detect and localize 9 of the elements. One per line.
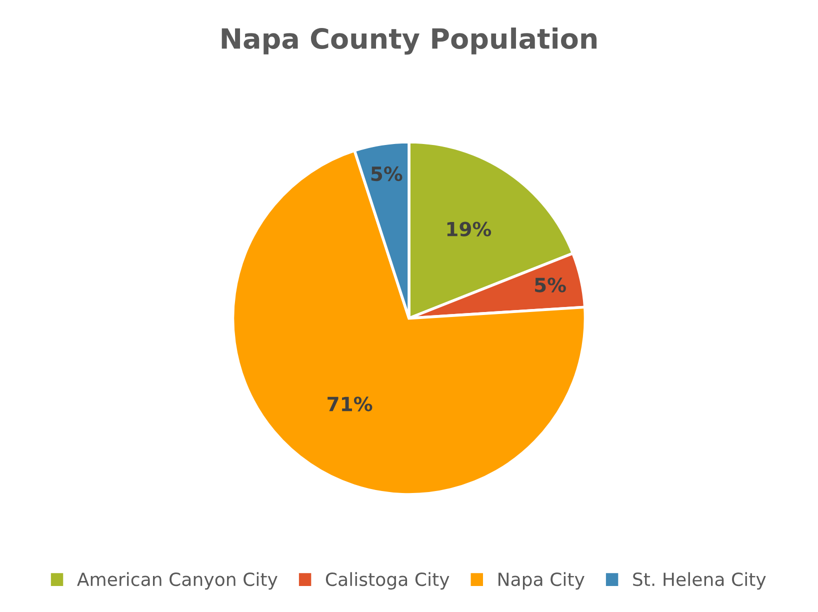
legend-label: American Canyon City (77, 572, 278, 590)
legend-label: Napa City (498, 572, 584, 590)
data-label: 5% (371, 166, 402, 182)
chart-title: Napa County Population (222, 28, 597, 55)
data-label: 71% (328, 396, 372, 412)
legend-label: St. Helena City (633, 572, 766, 590)
legend-label: Calistoga City (326, 572, 450, 590)
data-label: 19% (447, 222, 492, 236)
data-label: 5% (535, 278, 566, 292)
